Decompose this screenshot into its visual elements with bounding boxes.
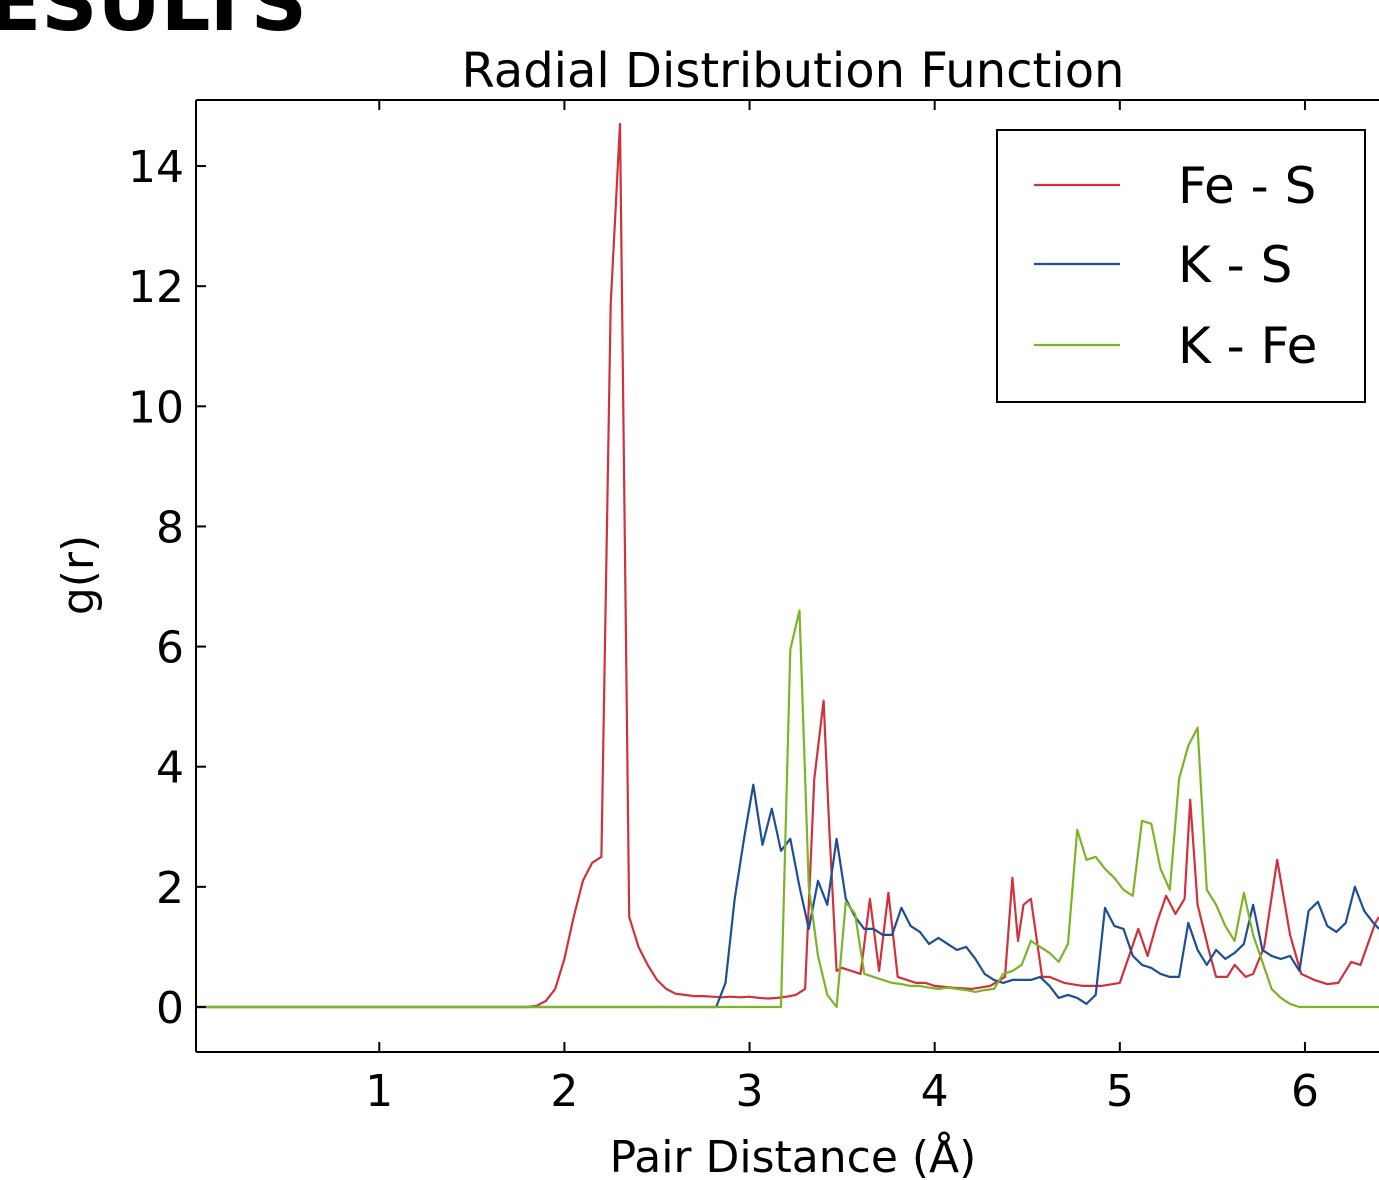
y-axis-label: g(r) xyxy=(53,535,104,615)
series-line-fe-s xyxy=(196,122,1379,1009)
legend-box xyxy=(996,129,1366,403)
x-tick-label: 2 xyxy=(550,1066,578,1117)
section-heading: ESULTS xyxy=(0,0,307,49)
y-tick-label: 2 xyxy=(156,863,184,914)
x-tick-label: 5 xyxy=(1106,1066,1134,1117)
series-line-k-s xyxy=(196,783,1379,1009)
y-tick-label: 10 xyxy=(128,382,184,433)
legend-label: K - Fe xyxy=(1178,317,1317,375)
y-tick-label: 14 xyxy=(128,142,184,193)
y-tick-label: 4 xyxy=(156,743,184,794)
y-tick-label: 6 xyxy=(156,623,184,674)
plot-area xyxy=(196,122,1379,1009)
chart-title: Radial Distribution Function xyxy=(462,43,1125,99)
series-line-k-fe xyxy=(196,609,1379,1009)
y-tick-label: 12 xyxy=(128,262,184,313)
y-tick-label: 8 xyxy=(156,502,184,553)
x-tick-label: 6 xyxy=(1291,1066,1319,1117)
x-tick-label: 3 xyxy=(736,1066,764,1117)
x-tick-label: 1 xyxy=(365,1066,393,1117)
legend-label: Fe - S xyxy=(1178,157,1316,215)
x-tick-label: 4 xyxy=(921,1066,949,1117)
x-axis-label: Pair Distance (Å) xyxy=(610,1130,977,1180)
legend: Fe - S K - S K - Fe xyxy=(996,129,1366,403)
legend-label: K - S xyxy=(1178,236,1292,294)
y-tick-label: 0 xyxy=(156,983,184,1034)
